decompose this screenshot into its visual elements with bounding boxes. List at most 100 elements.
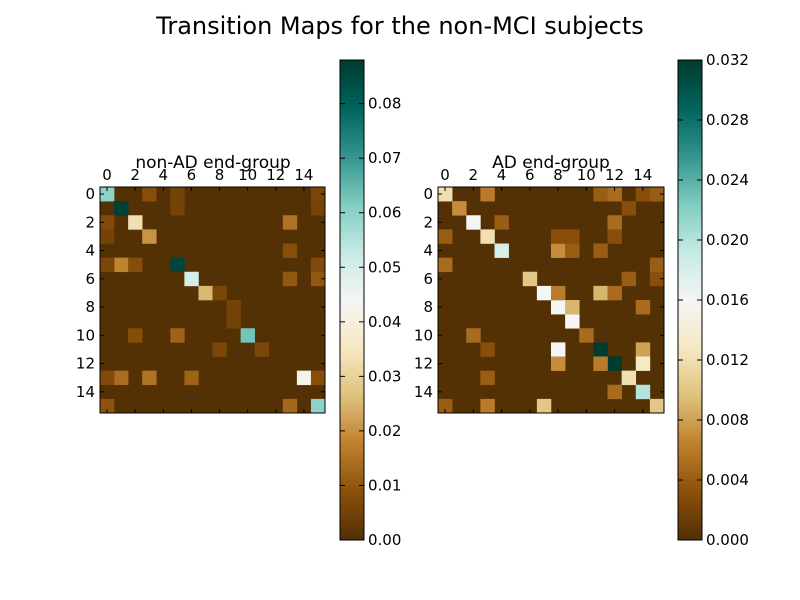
- heatmap-cell: [480, 398, 495, 414]
- colorbar-segment: [678, 296, 702, 301]
- colorbar-segment: [678, 400, 702, 405]
- heatmap-title: non-AD end-group: [135, 153, 290, 173]
- colorbar-segment: [678, 268, 702, 273]
- colorbar-segment: [678, 356, 702, 361]
- colorbar-segment: [340, 204, 364, 209]
- colorbar-segment: [678, 196, 702, 201]
- colorbar-segment: [678, 316, 702, 321]
- colorbar-segment: [678, 532, 702, 537]
- colorbar-segment: [678, 396, 702, 401]
- heatmap-cell: [565, 229, 580, 244]
- colorbar-segment: [678, 276, 702, 281]
- x-tick-label: 4: [497, 166, 507, 184]
- colorbar-segment: [678, 376, 702, 381]
- colorbar-segment: [678, 88, 702, 93]
- colorbar-segment: [678, 176, 702, 181]
- colorbar-segment: [678, 152, 702, 157]
- colorbar-tick-label: 0.00: [368, 531, 401, 549]
- colorbar-segment: [678, 228, 702, 233]
- colorbar-segment: [678, 476, 702, 481]
- colorbar-segment: [340, 252, 364, 257]
- colorbar-tick-label: 0.06: [368, 204, 401, 222]
- colorbar-segment: [340, 528, 364, 533]
- colorbar-segment: [340, 196, 364, 201]
- x-tick-label: 12: [266, 166, 285, 184]
- heatmap-cell: [296, 370, 312, 386]
- x-tick-label: 8: [215, 166, 225, 184]
- colorbar-segment: [340, 420, 364, 425]
- colorbar-segment: [678, 108, 702, 113]
- colorbar-segment: [678, 332, 702, 337]
- colorbar-segment: [340, 152, 364, 157]
- heatmap-cell: [649, 271, 665, 287]
- heatmap-cell: [212, 342, 227, 357]
- colorbar-segment: [678, 264, 702, 269]
- colorbar-segment: [340, 200, 364, 205]
- colorbar-segment: [678, 388, 702, 393]
- heatmap-y-ticks: 0 2 4 6 8 10 12 14: [76, 185, 325, 401]
- colorbar-segment: [340, 236, 364, 241]
- heatmap-cell: [310, 271, 326, 287]
- colorbar-segment: [678, 76, 702, 81]
- colorbar-segment: [340, 68, 364, 73]
- colorbar-segment: [340, 452, 364, 457]
- heatmap-x-ticks: 0 2 4 6 8 10 12 14: [440, 166, 652, 413]
- colorbar-segment: [340, 88, 364, 93]
- colorbar-segment: [340, 64, 364, 69]
- colorbar-segment: [340, 460, 364, 465]
- colorbar-segment: [678, 292, 702, 297]
- heatmap-cell: [310, 201, 326, 216]
- heatmap-cell: [100, 187, 115, 202]
- heatmap-title: AD end-group: [492, 153, 610, 173]
- colorbar-segment: [678, 284, 702, 289]
- heatmap-cell: [579, 328, 594, 343]
- colorbar-segment: [678, 224, 702, 229]
- y-tick-label: 12: [414, 355, 433, 373]
- colorbar-segment: [340, 484, 364, 489]
- colorbar-segment: [678, 92, 702, 97]
- colorbar-segment: [340, 308, 364, 313]
- heatmap-cell: [198, 285, 213, 301]
- colorbar-segment: [678, 60, 702, 65]
- heatmap-cell: [142, 229, 157, 244]
- colorbar-tick-label: 0.008: [706, 411, 749, 429]
- heatmap-cell: [310, 257, 326, 273]
- y-tick-label: 14: [76, 383, 95, 401]
- colorbar-segment: [340, 248, 364, 253]
- colorbar-segment: [340, 432, 364, 437]
- heatmap-cell: [226, 300, 241, 315]
- y-tick-label: 4: [85, 242, 95, 260]
- colorbar-segment: [678, 392, 702, 397]
- heatmap-cell: [607, 187, 622, 202]
- colorbar-segment: [678, 248, 702, 253]
- x-tick-label: 6: [525, 166, 535, 184]
- colorbar-segment: [678, 372, 702, 377]
- colorbar-segment: [340, 416, 364, 421]
- colorbar-segment: [340, 180, 364, 185]
- colorbar-segment: [340, 400, 364, 405]
- colorbar-segment: [678, 468, 702, 473]
- colorbar-tick-label: 0.004: [706, 471, 749, 489]
- colorbar-segment: [678, 148, 702, 153]
- colorbar-segment: [340, 520, 364, 525]
- heatmap-frame: [99, 186, 326, 414]
- heatmap-cell: [310, 187, 326, 202]
- y-tick-label: 2: [423, 213, 433, 231]
- x-tick-label: 0: [440, 166, 450, 184]
- colorbar-segment: [678, 100, 702, 105]
- heatmap-cell: [100, 257, 115, 273]
- heatmap-cell: [565, 300, 580, 315]
- heatmap-cell: [114, 201, 129, 216]
- heatmap-cell: [649, 187, 665, 202]
- colorbar-segment: [678, 104, 702, 109]
- colorbar-segment: [678, 484, 702, 489]
- heatmap-y-ticks: 0 2 4 6 8 10 12 14: [414, 185, 664, 401]
- colorbar-segment: [678, 444, 702, 449]
- colorbar-segment: [340, 84, 364, 89]
- colorbar-segment: [678, 460, 702, 465]
- colorbar-segment: [340, 404, 364, 409]
- heatmap-cell: [128, 328, 143, 343]
- heatmap-cell: [466, 215, 481, 230]
- colorbar-segment: [678, 116, 702, 121]
